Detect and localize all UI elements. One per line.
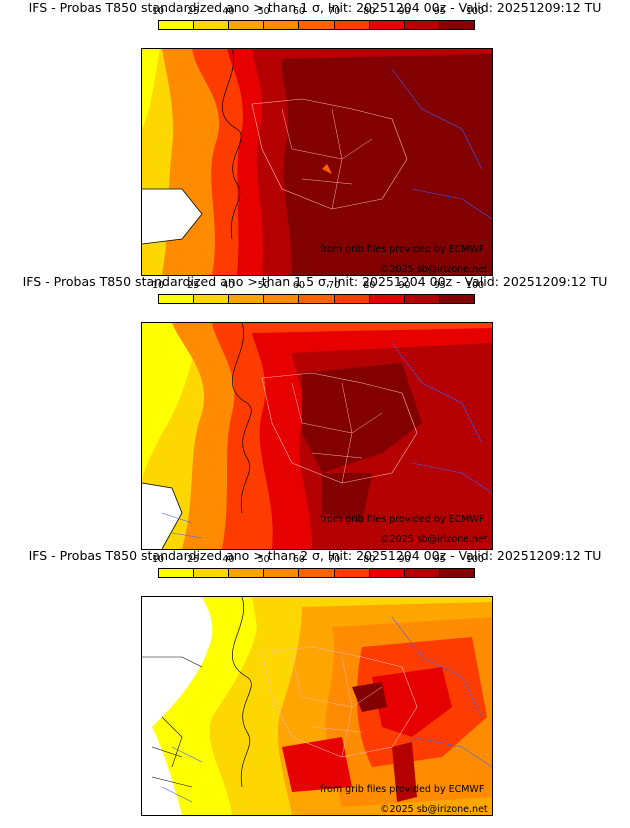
colorbar-tick-label: 80: [363, 6, 376, 17]
colorbar-tick-label: 25: [187, 280, 200, 291]
panel-title: IFS - Probas T850 standardized ano > tha…: [28, 548, 602, 563]
colorbar-swatch: [159, 569, 195, 577]
colorbar-ticks: 10 25 40 50 60 70 80 90 95 100: [152, 6, 484, 20]
colorbar-tick-label: 70: [328, 6, 341, 17]
map-panel-1: IFS - Probas T850 standardized ano > tha…: [0, 0, 630, 276]
colorbar-tick-label: 40: [222, 6, 235, 17]
colorbar-ticks: 10 25 40 50 60 70 80 90 95 100: [152, 280, 484, 294]
colorbar-tick-label: 50: [257, 280, 270, 291]
colorbar-swatch: [334, 295, 370, 303]
map-panel-2: IFS - Probas T850 standardized ano > tha…: [0, 274, 630, 550]
colorbar-tick-label: 95: [433, 554, 446, 565]
probability-map: [141, 596, 493, 816]
source-credit: from grib files provided by ECMWF: [320, 784, 485, 795]
colorbar-tick-label: 80: [363, 554, 376, 565]
colorbar-swatch: [334, 21, 370, 29]
colorbar-tick-label: 40: [222, 554, 235, 565]
colorbar-swatch: [439, 21, 474, 29]
colorbar-tick-label: 60: [292, 6, 305, 17]
map-panel-3: IFS - Probas T850 standardized ano > tha…: [0, 548, 630, 824]
colorbar-swatch: [404, 569, 440, 577]
colorbar-tick-label: 25: [187, 6, 200, 17]
colorbar-swatch: [404, 295, 440, 303]
colorbar-swatch: [264, 21, 300, 29]
source-credit: from grib files provided by ECMWF: [320, 244, 485, 255]
colorbar-swatch: [369, 21, 405, 29]
colorbar-tick-label: 10: [151, 554, 165, 565]
colorbar-tick-label: 100: [465, 554, 485, 565]
colorbar-swatch: [229, 569, 265, 577]
colorbar-tick-label: 70: [328, 280, 341, 291]
colorbar-swatch: [299, 295, 335, 303]
copyright-credit: ©2025 sb@irizone.net: [380, 804, 488, 815]
colorbar-tick-label: 90: [398, 280, 411, 291]
colorbar-tick-label: 90: [398, 6, 411, 17]
colorbar-swatch: [369, 295, 405, 303]
colorbar: [158, 20, 475, 30]
colorbar-swatch: [194, 569, 230, 577]
colorbar-tick-label: 25: [187, 554, 200, 565]
colorbar: [158, 294, 475, 304]
colorbar-tick-label: 95: [433, 280, 446, 291]
colorbar-swatch: [264, 569, 300, 577]
copyright-credit: ©2025 sb@irizone.net: [380, 264, 488, 275]
colorbar-tick-label: 90: [398, 554, 411, 565]
colorbar-swatch: [194, 295, 230, 303]
colorbar-swatch: [369, 569, 405, 577]
colorbar-tick-label: 40: [222, 280, 235, 291]
probability-map: [141, 48, 493, 276]
colorbar-swatch: [299, 569, 335, 577]
probability-map: [141, 322, 493, 550]
colorbar-swatch: [404, 21, 440, 29]
colorbar-tick-label: 50: [257, 554, 270, 565]
colorbar-tick-label: 50: [257, 6, 270, 17]
colorbar-tick-label: 60: [292, 554, 305, 565]
colorbar-swatch: [159, 21, 195, 29]
colorbar-swatch: [334, 569, 370, 577]
colorbar-tick-label: 95: [433, 6, 446, 17]
colorbar-tick-label: 10: [151, 280, 165, 291]
colorbar-swatch: [439, 295, 474, 303]
colorbar-swatch: [264, 295, 300, 303]
colorbar-tick-label: 70: [328, 554, 341, 565]
colorbar-swatch: [194, 21, 230, 29]
colorbar-swatch: [439, 569, 474, 577]
colorbar: [158, 568, 475, 578]
colorbar-ticks: 10 25 40 50 60 70 80 90 95 100: [152, 554, 484, 568]
colorbar-tick-label: 10: [151, 6, 165, 17]
panel-title: IFS - Probas T850 standardized ano > tha…: [28, 0, 602, 15]
source-credit: from grib files provided by ECMWF: [320, 514, 485, 525]
colorbar-swatch: [159, 295, 195, 303]
colorbar-tick-label: 80: [363, 280, 376, 291]
colorbar-swatch: [299, 21, 335, 29]
colorbar-tick-label: 60: [292, 280, 305, 291]
colorbar-tick-label: 100: [465, 6, 485, 17]
panel-title: IFS - Probas T850 standardized ano > tha…: [22, 274, 608, 289]
colorbar-tick-label: 100: [465, 280, 485, 291]
colorbar-swatch: [229, 295, 265, 303]
colorbar-swatch: [229, 21, 265, 29]
copyright-credit: ©2025 sb@irizone.net: [380, 534, 488, 545]
